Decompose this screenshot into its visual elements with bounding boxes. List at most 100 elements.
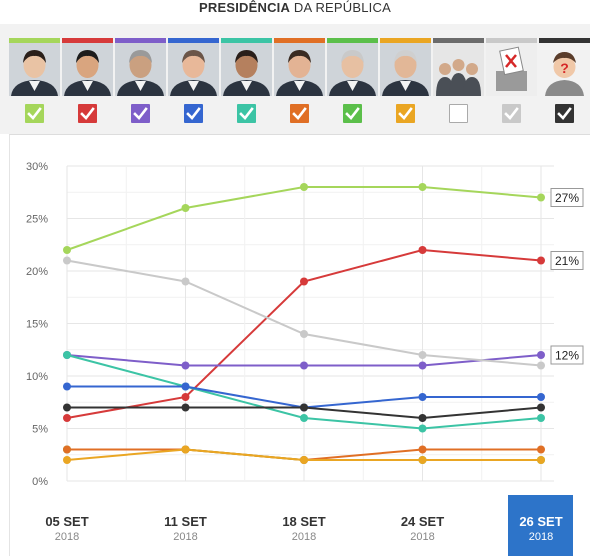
candidate-color-bar [380, 38, 431, 43]
x-tick-label[interactable]: 24 SET [401, 514, 444, 529]
y-tick-label: 30% [26, 161, 48, 173]
data-point[interactable] [418, 414, 427, 422]
data-point[interactable] [63, 246, 71, 254]
x-tick-year: 2018 [410, 531, 434, 543]
candidate-color-bar [9, 38, 60, 43]
candidate-5[interactable] [221, 38, 272, 96]
data-point[interactable] [300, 414, 308, 422]
candidate-color-bar [433, 38, 484, 43]
candidate-checkbox[interactable] [396, 104, 415, 123]
data-point[interactable] [537, 256, 545, 265]
data-point[interactable] [537, 456, 545, 464]
candidate-portraits: ? [9, 38, 590, 98]
undecided-person-icon: ? [539, 43, 590, 96]
x-tick-label[interactable]: 11 SET [164, 514, 207, 529]
ballot-box-icon [486, 43, 537, 96]
data-point[interactable] [181, 382, 190, 391]
candidate-photo [9, 43, 60, 96]
page-title: PRESIDÊNCIA DA REPÚBLICA [0, 0, 590, 16]
candidate-checkbox[interactable] [290, 104, 309, 123]
data-point[interactable] [181, 403, 190, 412]
group-icon [433, 43, 484, 96]
data-point[interactable] [181, 445, 190, 454]
data-point[interactable] [300, 456, 308, 464]
data-point[interactable] [537, 193, 545, 202]
candidate-color-bar [221, 38, 272, 43]
data-point[interactable] [181, 393, 190, 401]
data-point[interactable] [63, 414, 71, 422]
data-point[interactable] [537, 414, 545, 422]
chart-panel: 0% 5% 10% 15% 20% 25% 30% 05 SET 2018 11 SET 2018 1… [9, 134, 590, 556]
data-point[interactable] [300, 277, 308, 286]
end-label-box [550, 345, 584, 365]
data-point[interactable] [63, 382, 71, 391]
data-point[interactable] [537, 445, 545, 454]
candidate-checkbox[interactable] [131, 104, 150, 123]
candidate-6[interactable] [274, 38, 325, 96]
candidate-8[interactable] [380, 38, 431, 96]
grid [66, 165, 554, 482]
data-point[interactable] [418, 445, 427, 454]
data-point[interactable] [418, 183, 427, 191]
candidate-checkbox[interactable] [343, 104, 362, 123]
candidate-checkbox[interactable] [449, 104, 468, 123]
candidate-color-bar [327, 38, 378, 43]
y-tick-label: 15% [26, 319, 48, 331]
x-tick-label[interactable]: 26 SET [519, 514, 562, 529]
candidate-checkbox[interactable] [184, 104, 203, 123]
data-point[interactable] [418, 424, 427, 433]
data-point[interactable] [63, 445, 71, 454]
data-point[interactable] [300, 361, 308, 370]
candidate-photo [62, 43, 113, 96]
candidate-checkbox[interactable] [25, 104, 44, 123]
data-point[interactable] [537, 361, 545, 370]
checkmark-icon [557, 107, 572, 120]
data-point[interactable] [418, 361, 427, 370]
data-point[interactable] [63, 351, 71, 359]
candidate-checkbox[interactable] [555, 104, 574, 123]
candidate-7[interactable] [327, 38, 378, 96]
data-point[interactable] [418, 393, 427, 401]
title-bold: PRESIDÊNCIA [199, 0, 291, 15]
data-point[interactable] [181, 204, 190, 212]
checkmark-icon [398, 107, 413, 120]
candidate-color-bar [168, 38, 219, 43]
data-point[interactable] [181, 277, 190, 286]
candidate-4[interactable] [168, 38, 219, 96]
data-point[interactable] [63, 456, 71, 464]
candidate-9[interactable] [433, 38, 484, 96]
candidate-color-bar [486, 38, 537, 43]
candidate-photo [221, 43, 272, 96]
data-point[interactable] [63, 403, 71, 412]
data-point[interactable] [300, 183, 308, 191]
data-point[interactable] [537, 393, 545, 401]
data-point[interactable] [300, 330, 308, 338]
candidate-10[interactable] [486, 38, 537, 96]
candidate-3[interactable] [115, 38, 166, 96]
series-7 [63, 403, 545, 422]
end-label: 27% [555, 191, 579, 205]
series-4 [63, 256, 545, 370]
candidate-photo [274, 43, 325, 96]
data-point[interactable] [537, 351, 545, 359]
candidate-1[interactable] [9, 38, 60, 96]
candidate-checkbox[interactable] [502, 104, 521, 123]
x-tick-year: 2018 [529, 531, 553, 543]
data-point[interactable] [418, 246, 427, 254]
data-point[interactable] [537, 403, 545, 412]
candidate-2[interactable] [62, 38, 113, 96]
candidate-checkbox[interactable] [237, 104, 256, 123]
x-tick-label[interactable]: 05 SET [45, 514, 88, 529]
candidate-checkbox[interactable] [78, 104, 97, 123]
candidate-photo [327, 43, 378, 96]
end-label: 12% [555, 349, 579, 363]
data-point[interactable] [181, 361, 190, 370]
y-tick-label: 25% [26, 214, 48, 226]
data-point[interactable] [63, 256, 71, 265]
candidate-11[interactable]: ? [539, 38, 590, 96]
data-point[interactable] [300, 403, 308, 412]
series-1 [63, 183, 545, 254]
data-point[interactable] [418, 351, 427, 359]
data-point[interactable] [418, 456, 427, 464]
x-tick-label[interactable]: 18 SET [282, 514, 325, 529]
